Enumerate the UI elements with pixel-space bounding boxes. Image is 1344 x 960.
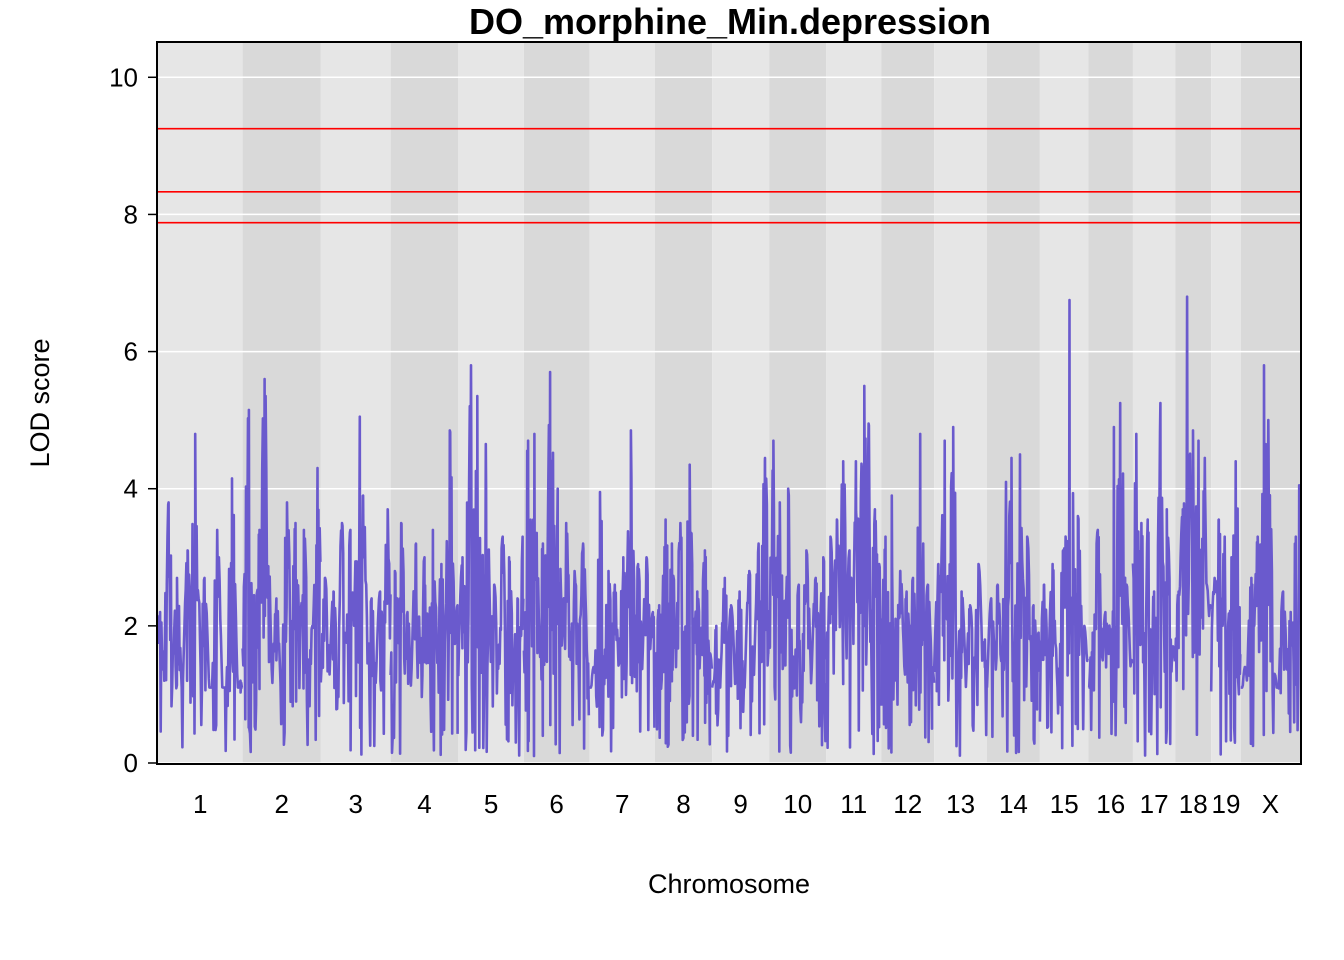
lod-line-chr-11 xyxy=(825,384,883,756)
lod-line-chr-15 xyxy=(1038,298,1089,750)
x-tick-label-8: 8 xyxy=(676,789,690,819)
lod-line-chr-9 xyxy=(710,456,771,753)
y-tick-label-6: 6 xyxy=(124,337,138,367)
x-axis-label: Chromosome xyxy=(648,869,810,899)
y-tick-label-10: 10 xyxy=(109,62,138,92)
y-tick-label-8: 8 xyxy=(124,199,138,229)
lod-line-chr-14 xyxy=(985,453,1042,755)
lod-line-chr-18 xyxy=(1173,295,1213,736)
x-tick-label-19: 19 xyxy=(1212,789,1241,819)
lod-line-chr-7 xyxy=(588,429,656,753)
x-tick-label-3: 3 xyxy=(349,789,363,819)
lod-line-chr-16 xyxy=(1087,401,1134,739)
lod-line-chr-8 xyxy=(653,463,714,748)
y-axis: 0 2 4 6 8 10 xyxy=(109,62,158,778)
x-tick-label-9: 9 xyxy=(733,789,747,819)
x-tick-label-17: 17 xyxy=(1140,789,1169,819)
lod-line-chr-3 xyxy=(319,415,392,756)
lod-line-chr-6 xyxy=(522,370,591,758)
y-tick-label-0: 0 xyxy=(124,748,138,778)
x-tick-label-16: 16 xyxy=(1096,789,1125,819)
x-tick-label-4: 4 xyxy=(417,789,431,819)
lod-line-chr-5 xyxy=(457,364,525,757)
threshold-lines xyxy=(158,127,1300,224)
x-tick-label-6: 6 xyxy=(549,789,563,819)
x-tick-label-7: 7 xyxy=(615,789,629,819)
x-tick-label-18: 18 xyxy=(1179,789,1208,819)
x-tick-label-14: 14 xyxy=(999,789,1028,819)
x-tick-label-10: 10 xyxy=(783,789,812,819)
x-tick-label-1: 1 xyxy=(193,789,207,819)
lod-line-chr-12 xyxy=(880,432,936,754)
x-tick-label-13: 13 xyxy=(946,789,975,819)
x-tick-label-15: 15 xyxy=(1050,789,1079,819)
x-tick-label-11: 11 xyxy=(840,789,867,819)
x-tick-label-5: 5 xyxy=(484,789,498,819)
x-tick-label-2: 2 xyxy=(274,789,288,819)
lod-line-chr-4 xyxy=(389,429,459,757)
lod-line-chr-17 xyxy=(1131,401,1177,757)
lod-line-chr-10 xyxy=(767,439,828,754)
x-tick-label-12: 12 xyxy=(893,789,922,819)
chart-title: DO_morphine_Min.depression xyxy=(469,1,991,42)
lod-line-chr-1 xyxy=(156,432,244,753)
lod-series xyxy=(156,295,1301,758)
plot-frame xyxy=(156,41,1302,765)
lod-line-chr-19 xyxy=(1209,460,1242,756)
lod-line-chr-2 xyxy=(241,377,322,754)
y-tick-label-2: 2 xyxy=(124,611,138,641)
x-tick-label-X: X xyxy=(1262,789,1279,819)
x-axis: 1 2 3 4 5 6 7 8 9 10 11 12 13 14 15 16 17 18 19 X xyxy=(193,789,1279,819)
y-tick-label-4: 4 xyxy=(124,474,138,504)
lod-line-chr-X xyxy=(1240,364,1301,748)
y-axis-label: LOD score xyxy=(25,338,55,467)
lod-line-chr-13 xyxy=(932,425,989,757)
